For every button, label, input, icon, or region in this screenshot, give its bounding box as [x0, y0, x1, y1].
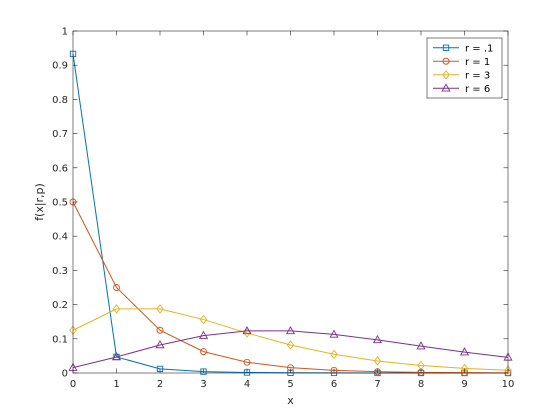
- series-4-marker: [329, 329, 339, 338]
- legend-item[interactable]: r = 1: [433, 57, 490, 68]
- x-tick-label: 4: [244, 379, 250, 390]
- legend-marker: [442, 57, 450, 65]
- axes-layer: 0 1 2 3 4 5 6 7 8 9 10 0 0.1 0.2 0.3 0.4 0.5 0.6 0.7 0.8 0.9…: [52, 27, 514, 391]
- legend-item[interactable]: r = .1: [433, 43, 493, 54]
- series-4-marker: [198, 330, 209, 339]
- y-tick-label: 0: [62, 369, 68, 380]
- series-4-marker: [416, 341, 426, 350]
- x-tick-label: 5: [287, 379, 293, 390]
- series-4-marker: [372, 335, 383, 344]
- y-axis-label: f(x|r,p): [33, 183, 46, 221]
- series-3-marker: [330, 349, 338, 360]
- y-tick-label: 0.8: [52, 95, 68, 106]
- series-2-marker: [113, 284, 120, 291]
- series-2-marker: [243, 358, 251, 366]
- legend-label: r = .1: [465, 43, 493, 54]
- y-tick-label: 0.4: [52, 232, 68, 243]
- legend-marker: [442, 70, 450, 80]
- series-3-marker: [286, 340, 295, 350]
- x-tick-label: 1: [113, 379, 119, 390]
- series-3-marker: [199, 314, 208, 325]
- y-tick-label: 0.9: [52, 61, 68, 72]
- legend-label: r = 1: [465, 57, 490, 68]
- series-2-marker: [156, 326, 164, 334]
- x-tick-label: 2: [157, 379, 163, 390]
- series-4-marker: [242, 326, 252, 335]
- series-2-marker: [200, 348, 207, 356]
- y-tick-label: 0.6: [52, 163, 68, 174]
- series-3-marker: [112, 304, 121, 314]
- x-tick-label: 8: [418, 379, 424, 390]
- x-axis-label: x: [287, 394, 294, 407]
- legend-label: r = 3: [465, 70, 490, 81]
- x-tick-label: 6: [331, 379, 337, 390]
- legend-label: r = 6: [465, 84, 490, 95]
- y-tick-label: 0.3: [52, 266, 68, 277]
- series-4-marker: [155, 340, 165, 349]
- x-tick-label: 3: [200, 379, 206, 390]
- series-3-marker: [504, 365, 512, 375]
- x-tick-label: 7: [374, 379, 380, 390]
- series-4-marker: [285, 326, 296, 335]
- legend-item[interactable]: r = 3: [433, 70, 490, 81]
- y-tick-label: 1: [62, 27, 68, 38]
- series-2-marker: [330, 366, 338, 374]
- y-tick-label: 0.1: [52, 334, 68, 345]
- x-tick-label: 9: [461, 379, 467, 390]
- series-4: [68, 326, 513, 371]
- legend-marker: [442, 44, 450, 51]
- y-tick-label: 0.7: [52, 129, 68, 140]
- series-4-marker: [111, 352, 122, 361]
- x-tick-label: 10: [502, 379, 515, 390]
- series-3-line: [72, 308, 509, 371]
- series-4-marker: [459, 347, 470, 356]
- series-2-line: [72, 201, 509, 374]
- legend-marker: [441, 83, 451, 92]
- y-tick-label: 0.2: [52, 300, 68, 311]
- series-3-marker: [373, 356, 382, 366]
- y-tick-label: 0.5: [52, 198, 68, 209]
- series-3-marker: [156, 304, 164, 314]
- series-4-line: [72, 330, 509, 369]
- legend-item[interactable]: r = 6: [433, 83, 490, 95]
- legend[interactable]: r = .1 r = 1 r = 3 r = 6: [426, 37, 503, 99]
- x-tick-label: 0: [70, 379, 76, 390]
